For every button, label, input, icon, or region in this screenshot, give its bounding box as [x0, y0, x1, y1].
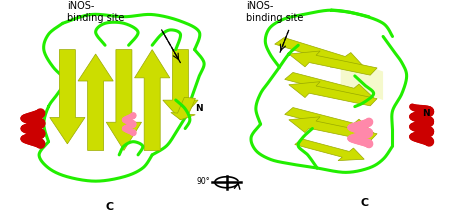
Polygon shape	[285, 107, 374, 134]
Text: iNOS-
binding site: iNOS- binding site	[246, 1, 304, 23]
Polygon shape	[285, 72, 374, 99]
Text: N: N	[422, 109, 429, 118]
Polygon shape	[78, 54, 113, 151]
Polygon shape	[289, 51, 377, 75]
Text: C: C	[106, 202, 114, 212]
Polygon shape	[106, 50, 142, 151]
Polygon shape	[163, 50, 198, 120]
Polygon shape	[50, 50, 85, 144]
Polygon shape	[289, 82, 377, 106]
Text: N: N	[195, 104, 203, 113]
Text: 90°: 90°	[196, 177, 210, 186]
Text: C: C	[360, 198, 368, 208]
Polygon shape	[135, 50, 170, 151]
Polygon shape	[275, 38, 364, 67]
Polygon shape	[341, 56, 383, 100]
Polygon shape	[289, 117, 377, 141]
Polygon shape	[295, 139, 364, 161]
Text: iNOS-
binding site: iNOS- binding site	[67, 1, 125, 23]
Polygon shape	[171, 97, 195, 120]
